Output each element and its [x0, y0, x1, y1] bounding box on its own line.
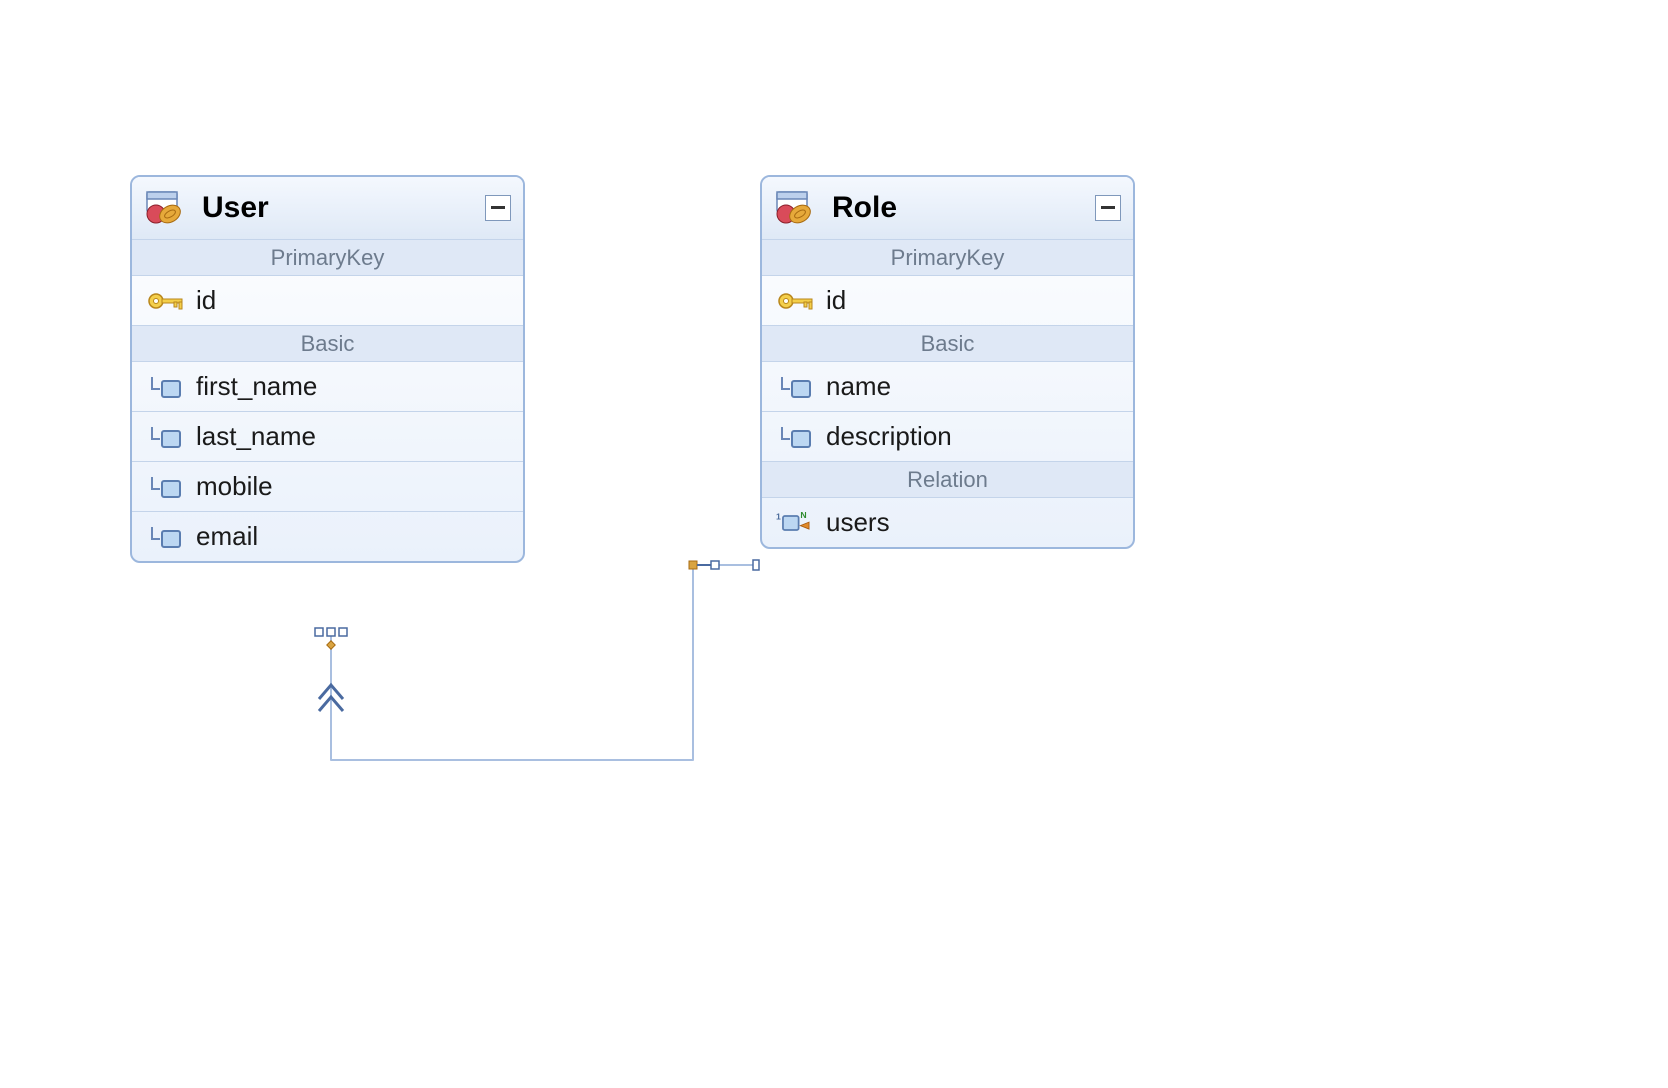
- section-header-primarykey: PrimaryKey: [132, 239, 523, 275]
- section-header-relation: Relation: [762, 461, 1133, 497]
- entity-role[interactable]: Role PrimaryKey id Basic: [760, 175, 1135, 549]
- svg-text:N: N: [800, 509, 806, 519]
- field-label: first_name: [196, 371, 317, 402]
- entity-user-header[interactable]: User: [132, 177, 523, 239]
- field-icon: [776, 371, 816, 403]
- field-icon: [146, 471, 186, 503]
- field-user-email[interactable]: email: [132, 511, 523, 561]
- collapse-button[interactable]: [485, 195, 511, 221]
- field-label: id: [196, 285, 216, 316]
- section-header-basic: Basic: [132, 325, 523, 361]
- field-icon: [146, 521, 186, 553]
- field-user-mobile[interactable]: mobile: [132, 461, 523, 511]
- entity-icon: [774, 192, 814, 224]
- entity-user-title: User: [194, 191, 477, 225]
- field-role-description[interactable]: description: [762, 411, 1133, 461]
- field-label: last_name: [196, 421, 316, 452]
- field-label: name: [826, 371, 891, 402]
- section-header-basic: Basic: [762, 325, 1133, 361]
- field-icon: [776, 421, 816, 453]
- diagram-canvas: User PrimaryKey id Basic: [0, 0, 1668, 1088]
- field-user-first-name[interactable]: first_name: [132, 361, 523, 411]
- field-role-name[interactable]: name: [762, 361, 1133, 411]
- relation-icon: 1 N: [776, 507, 816, 539]
- key-icon: [776, 285, 816, 317]
- entity-role-header[interactable]: Role: [762, 177, 1133, 239]
- field-label: id: [826, 285, 846, 316]
- section-header-primarykey: PrimaryKey: [762, 239, 1133, 275]
- field-label: email: [196, 521, 258, 552]
- field-role-id[interactable]: id: [762, 275, 1133, 325]
- field-icon: [146, 421, 186, 453]
- collapse-button[interactable]: [1095, 195, 1121, 221]
- entity-icon: [144, 192, 184, 224]
- field-label: users: [826, 507, 890, 538]
- field-label: description: [826, 421, 952, 452]
- entity-user[interactable]: User PrimaryKey id Basic: [130, 175, 525, 563]
- svg-text:1: 1: [776, 511, 781, 521]
- key-icon: [146, 285, 186, 317]
- field-user-id[interactable]: id: [132, 275, 523, 325]
- entity-role-title: Role: [824, 191, 1087, 225]
- field-icon: [146, 371, 186, 403]
- field-label: mobile: [196, 471, 273, 502]
- field-user-last-name[interactable]: last_name: [132, 411, 523, 461]
- field-role-users[interactable]: 1 N users: [762, 497, 1133, 547]
